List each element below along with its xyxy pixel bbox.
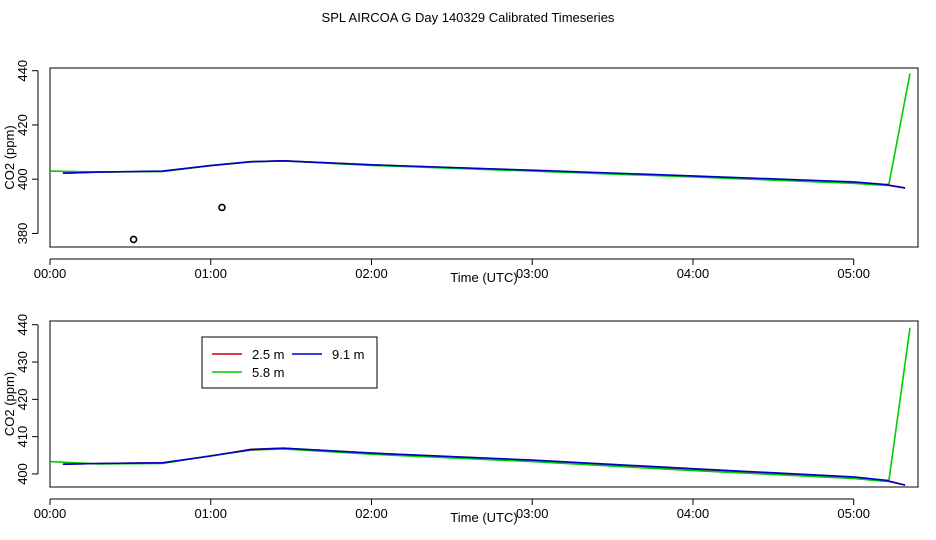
legend-label: 9.1 m [332,347,365,362]
series-line-series-9-1m [62,160,906,189]
x-tick-label: 00:00 [34,506,67,521]
legend-box [201,336,378,389]
series-line-series-9-1m [62,447,906,486]
y-axis-title: CO2 (ppm) [2,125,17,189]
legend-label: 5.8 m [252,365,285,380]
outlier-point [218,203,226,212]
x-tick-label: 05:00 [837,506,870,521]
y-tick-label: 400 [15,168,30,190]
y-tick-label: 400 [15,463,30,485]
legend-label: 2.5 m [252,347,285,362]
x-axis-title: Time (UTC) [450,270,517,285]
y-tick-label: 420 [15,388,30,410]
plot-frame [49,320,919,488]
y-tick-label: 440 [15,60,30,82]
y-tick-label: 440 [15,314,30,336]
x-tick-label: 05:00 [837,266,870,281]
x-axis-title: Time (UTC) [450,510,517,525]
x-tick-label: 00:00 [34,266,67,281]
bottom-co2-timeseries-panel: 00:00 01:00 02:00 03:00 04:00 05:00 400 410 420 4… [2,314,919,525]
y-tick-label: 410 [15,426,30,448]
y-tick-label: 420 [15,114,30,136]
x-tick-label: 01:00 [194,506,227,521]
series-line-series-2-5m [62,160,906,189]
y-tick-label: 430 [15,351,30,373]
x-tick-label: 03:00 [516,266,549,281]
x-tick-label: 02:00 [355,266,388,281]
series-line-series-2-5m [62,447,906,486]
figure-title: SPL AIRCOA G Day 140329 Calibrated Times… [322,10,615,25]
x-tick-label: 01:00 [194,266,227,281]
x-tick-label: 04:00 [677,506,710,521]
x-tick-label: 02:00 [355,506,388,521]
x-tick-label: 03:00 [516,506,549,521]
outlier-point [129,235,138,244]
x-tick-label: 04:00 [677,266,710,281]
y-tick-label: 380 [15,223,30,245]
y-axis-title: CO2 (ppm) [2,372,17,436]
plot-frame [49,67,919,248]
top-co2-timeseries-panel: 00:00 01:00 02:00 03:00 04:00 05:00 380 400 420 4… [2,60,919,285]
